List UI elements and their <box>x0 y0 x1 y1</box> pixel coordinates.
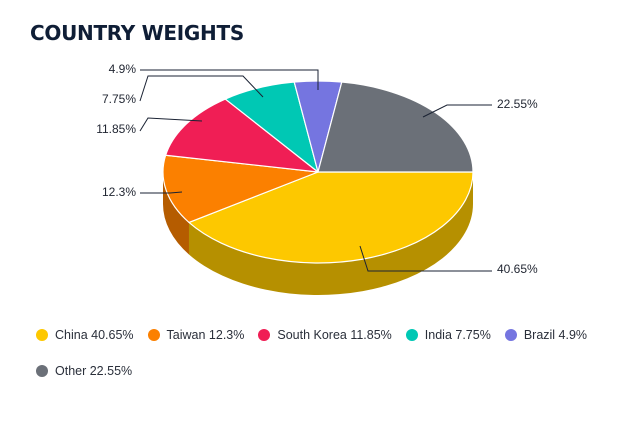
legend-swatch-icon <box>36 365 48 377</box>
legend-swatch-icon <box>258 329 271 341</box>
legend-item-south-korea[interactable]: South Korea 11.85% <box>258 327 392 343</box>
pie-side-taiwan <box>163 172 189 255</box>
legend-item-brazil[interactable]: Brazil 4.9% <box>504 327 588 343</box>
legend-item-taiwan[interactable]: Taiwan 12.3% <box>147 327 245 343</box>
legend-item-india[interactable]: India 7.75% <box>405 327 491 343</box>
leader-line-india <box>139 75 264 102</box>
data-label-china: 40.65% <box>497 262 538 276</box>
chart-legend: China 40.65% Taiwan 12.3% South Korea 11.8… <box>36 327 616 379</box>
legend-label: Other 22.55% <box>55 364 133 378</box>
legend-item-china[interactable]: China 40.65% <box>36 327 134 343</box>
legend-label: Brazil 4.9% <box>523 328 588 342</box>
legend-swatch-icon <box>405 329 418 341</box>
pie-side-china <box>188 172 473 296</box>
pie-slice-other <box>317 81 474 173</box>
legend-swatch-icon <box>36 329 48 341</box>
leader-line-brazil <box>140 69 319 90</box>
data-label-taiwan: 12.3% <box>102 185 136 199</box>
data-label-brazil: 4.9% <box>109 62 137 76</box>
legend-label: India 7.75% <box>424 328 491 342</box>
data-label-south-korea: 11.85% <box>96 122 136 136</box>
legend-swatch-icon <box>147 329 160 341</box>
legend-label: Taiwan 12.3% <box>166 328 245 342</box>
legend-label: South Korea 11.85% <box>277 328 392 342</box>
legend-swatch-icon <box>504 329 517 341</box>
data-label-india: 7.75% <box>102 92 136 106</box>
pie-slice-south-korea <box>165 98 319 173</box>
legend-item-other[interactable]: Other 22.55% <box>36 363 132 379</box>
data-label-other: 22.55% <box>497 97 538 111</box>
leader-line-china <box>359 245 492 272</box>
pie-slice-taiwan <box>162 154 319 224</box>
chart-title: COUNTRY WEIGHTS <box>30 21 244 45</box>
legend-label: China 40.65% <box>55 328 134 342</box>
leader-line-other <box>422 104 492 118</box>
leader-line-south-korea <box>139 117 203 132</box>
leader-line-taiwan <box>140 191 183 194</box>
